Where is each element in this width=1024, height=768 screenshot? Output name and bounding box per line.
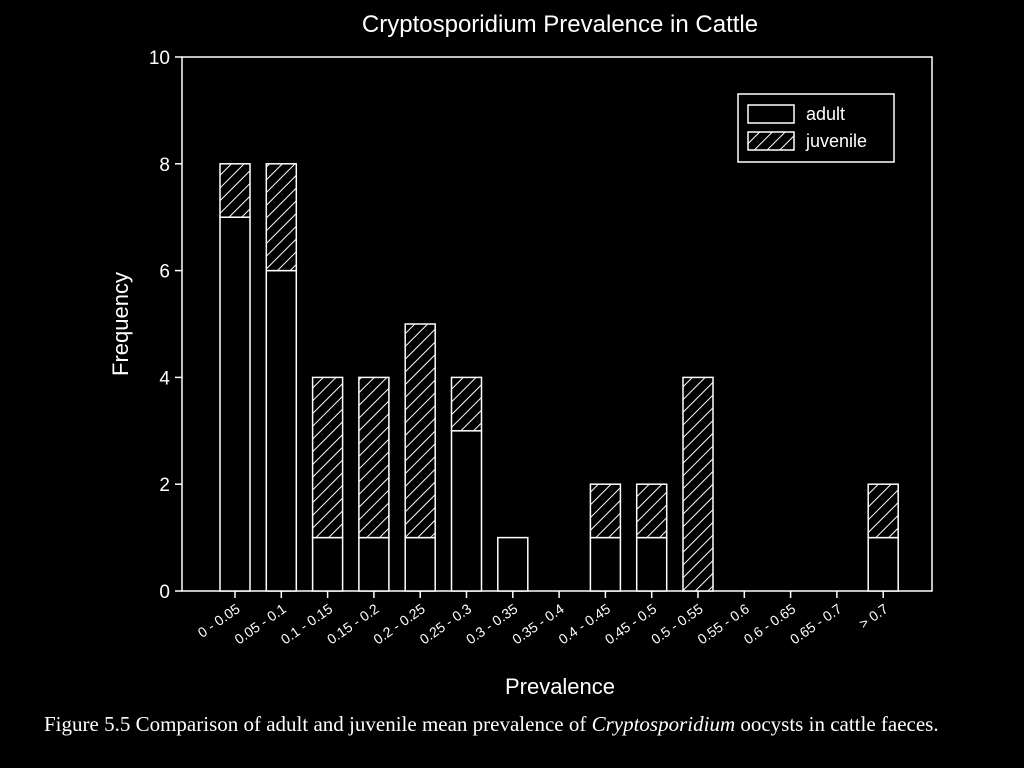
x-tick-label: 0.2 - 0.25: [370, 600, 428, 647]
bar-adult: [311, 536, 344, 592]
legend: adult juvenile: [737, 93, 895, 163]
figure-caption: Figure 5.5 Comparison of adult and juven…: [44, 712, 1004, 736]
bar-adult: [450, 430, 483, 592]
x-tick-label: 0.55 - 0.6: [694, 600, 752, 647]
y-axis-ticks: 0 2 4 6 8 10: [149, 48, 182, 603]
bar-adult: [497, 536, 529, 592]
bar-adult: [867, 536, 899, 592]
bar-juvenile: [219, 163, 251, 218]
plot-frame: [181, 56, 933, 592]
bar-chart: Cryptosporidium Prevalence in Cattle Fre…: [108, 11, 933, 699]
y-tick-label: 6: [159, 262, 170, 283]
bar-juvenile: [635, 483, 668, 539]
x-tick-label: > 0.7: [856, 600, 891, 631]
y-tick-label: 0: [159, 582, 170, 603]
x-axis-label: Prevalence: [505, 674, 615, 699]
bar-juvenile: [265, 163, 298, 272]
x-tick-label: 0.3 - 0.35: [463, 600, 521, 647]
bar-juvenile: [682, 376, 714, 592]
bar-adult: [635, 536, 668, 592]
caption-organism: Cryptosporidium: [591, 712, 736, 736]
legend-label-adult: adult: [806, 104, 845, 124]
x-tick-label: 0.25 - 0.3: [417, 600, 475, 647]
bars: [219, 163, 899, 592]
y-tick-label: 2: [159, 475, 170, 496]
bar-adult: [404, 536, 436, 592]
bar-adult: [589, 536, 622, 592]
x-tick-label: 0.6 - 0.65: [741, 600, 799, 647]
bar-juvenile: [404, 323, 436, 539]
x-tick-label: 0.65 - 0.7: [787, 600, 845, 647]
caption-text-after: oocysts in cattle faeces.: [740, 712, 939, 736]
chart-title: Cryptosporidium Prevalence in Cattle: [362, 11, 758, 38]
x-tick-label: 0.15 - 0.2: [324, 600, 382, 647]
bar-juvenile: [867, 483, 899, 539]
legend-swatch-juvenile: [747, 131, 795, 151]
bar-juvenile: [589, 483, 622, 539]
x-tick-label: 0.05 - 0.1: [231, 600, 289, 647]
bar-adult: [219, 216, 251, 592]
x-tick-label: 0.45 - 0.5: [602, 600, 660, 647]
y-tick-label: 4: [159, 368, 170, 389]
x-axis-ticks: 0 - 0.050.05 - 0.10.1 - 0.150.15 - 0.20.…: [195, 591, 891, 647]
legend-swatch-adult: [747, 104, 795, 124]
bar-juvenile: [358, 376, 390, 539]
bar-juvenile: [450, 376, 483, 432]
bar-adult: [265, 269, 298, 592]
x-tick-label: 0.1 - 0.15: [278, 600, 336, 647]
y-axis-label: Frequency: [108, 272, 133, 376]
y-tick-label: 10: [149, 48, 170, 69]
x-tick-label: 0.5 - 0.55: [648, 600, 706, 647]
y-tick-label: 8: [159, 155, 170, 176]
legend-label-juvenile: juvenile: [805, 131, 867, 151]
caption-text-before: Comparison of adult and juvenile mean pr…: [135, 712, 587, 736]
x-tick-label: 0.35 - 0.4: [509, 600, 567, 647]
x-tick-label: 0.4 - 0.45: [555, 600, 613, 647]
caption-label: Figure 5.5: [44, 712, 131, 736]
bar-juvenile: [311, 376, 344, 539]
bar-adult: [358, 536, 390, 592]
